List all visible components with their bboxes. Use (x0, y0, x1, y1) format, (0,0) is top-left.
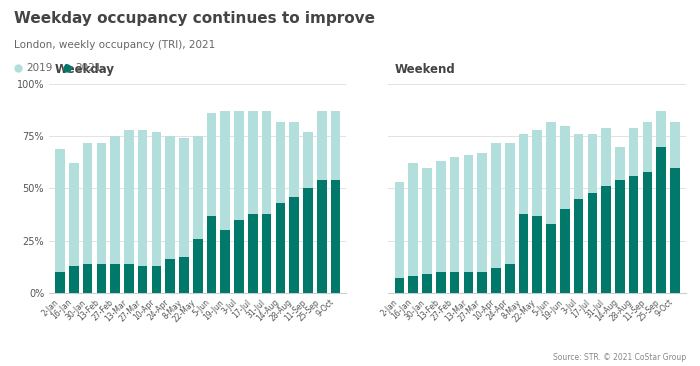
Bar (193, 136, 202, 293)
Bar (657, 111, 666, 293)
Bar (152, 266, 161, 293)
Bar (587, 134, 597, 293)
Bar (615, 147, 624, 293)
Bar (179, 257, 189, 293)
Bar (97, 264, 106, 293)
Text: London, weekly occupancy (TRI), 2021: London, weekly occupancy (TRI), 2021 (14, 40, 216, 50)
Bar (206, 216, 216, 293)
Bar (519, 134, 528, 293)
Bar (477, 272, 487, 293)
Bar (289, 122, 299, 293)
Bar (657, 147, 666, 293)
Bar (450, 272, 459, 293)
Bar (220, 111, 230, 293)
Bar (670, 122, 680, 293)
Bar (629, 176, 638, 293)
Bar (303, 188, 313, 293)
Bar (629, 128, 638, 293)
Bar (560, 126, 570, 293)
Bar (601, 128, 611, 293)
Bar (491, 143, 500, 293)
Bar (152, 132, 161, 293)
Bar (615, 180, 624, 293)
Bar (560, 209, 570, 293)
Bar (395, 278, 405, 293)
Bar (533, 216, 542, 293)
Bar (248, 111, 258, 293)
Bar (97, 143, 106, 293)
Bar (165, 259, 175, 293)
Text: Weekday occupancy continues to improve: Weekday occupancy continues to improve (14, 11, 375, 26)
Bar (124, 130, 134, 293)
Text: Weekday: Weekday (55, 63, 115, 76)
Bar (303, 132, 313, 293)
Text: 2019: 2019 (27, 63, 53, 73)
Bar (83, 264, 92, 293)
Bar (193, 239, 202, 293)
Text: Source: STR. © 2021 CoStar Group: Source: STR. © 2021 CoStar Group (553, 353, 686, 362)
Bar (505, 264, 514, 293)
Bar (248, 213, 258, 293)
Bar (111, 136, 120, 293)
Bar (643, 172, 652, 293)
Bar (276, 122, 285, 293)
Text: Weekend: Weekend (394, 63, 455, 76)
Bar (165, 136, 175, 293)
Bar (83, 143, 92, 293)
Bar (463, 155, 473, 293)
Bar (436, 161, 446, 293)
Bar (220, 230, 230, 293)
Bar (463, 272, 473, 293)
Text: 2021: 2021 (76, 63, 102, 73)
Bar (179, 138, 189, 293)
Bar (409, 276, 418, 293)
Bar (450, 157, 459, 293)
Bar (409, 164, 418, 293)
Bar (276, 203, 285, 293)
Bar (206, 113, 216, 293)
Bar (55, 149, 65, 293)
Bar (262, 111, 272, 293)
Bar (477, 153, 487, 293)
Bar (546, 224, 556, 293)
Bar (519, 213, 528, 293)
Bar (330, 180, 340, 293)
Bar (533, 130, 542, 293)
Bar (234, 111, 244, 293)
Bar (395, 182, 405, 293)
Bar (317, 180, 326, 293)
Bar (124, 264, 134, 293)
Bar (505, 143, 514, 293)
Bar (587, 193, 597, 293)
Bar (289, 197, 299, 293)
Bar (574, 134, 583, 293)
Bar (262, 213, 272, 293)
Bar (138, 266, 148, 293)
Bar (55, 272, 65, 293)
Bar (330, 111, 340, 293)
Bar (111, 264, 120, 293)
Bar (491, 268, 500, 293)
Bar (422, 168, 432, 293)
Bar (69, 164, 78, 293)
Bar (601, 186, 611, 293)
Bar (138, 130, 148, 293)
Bar (643, 122, 652, 293)
Bar (422, 274, 432, 293)
Bar (234, 220, 244, 293)
Bar (574, 199, 583, 293)
Bar (670, 168, 680, 293)
Bar (436, 272, 446, 293)
Bar (317, 111, 326, 293)
Bar (546, 122, 556, 293)
Bar (69, 266, 78, 293)
